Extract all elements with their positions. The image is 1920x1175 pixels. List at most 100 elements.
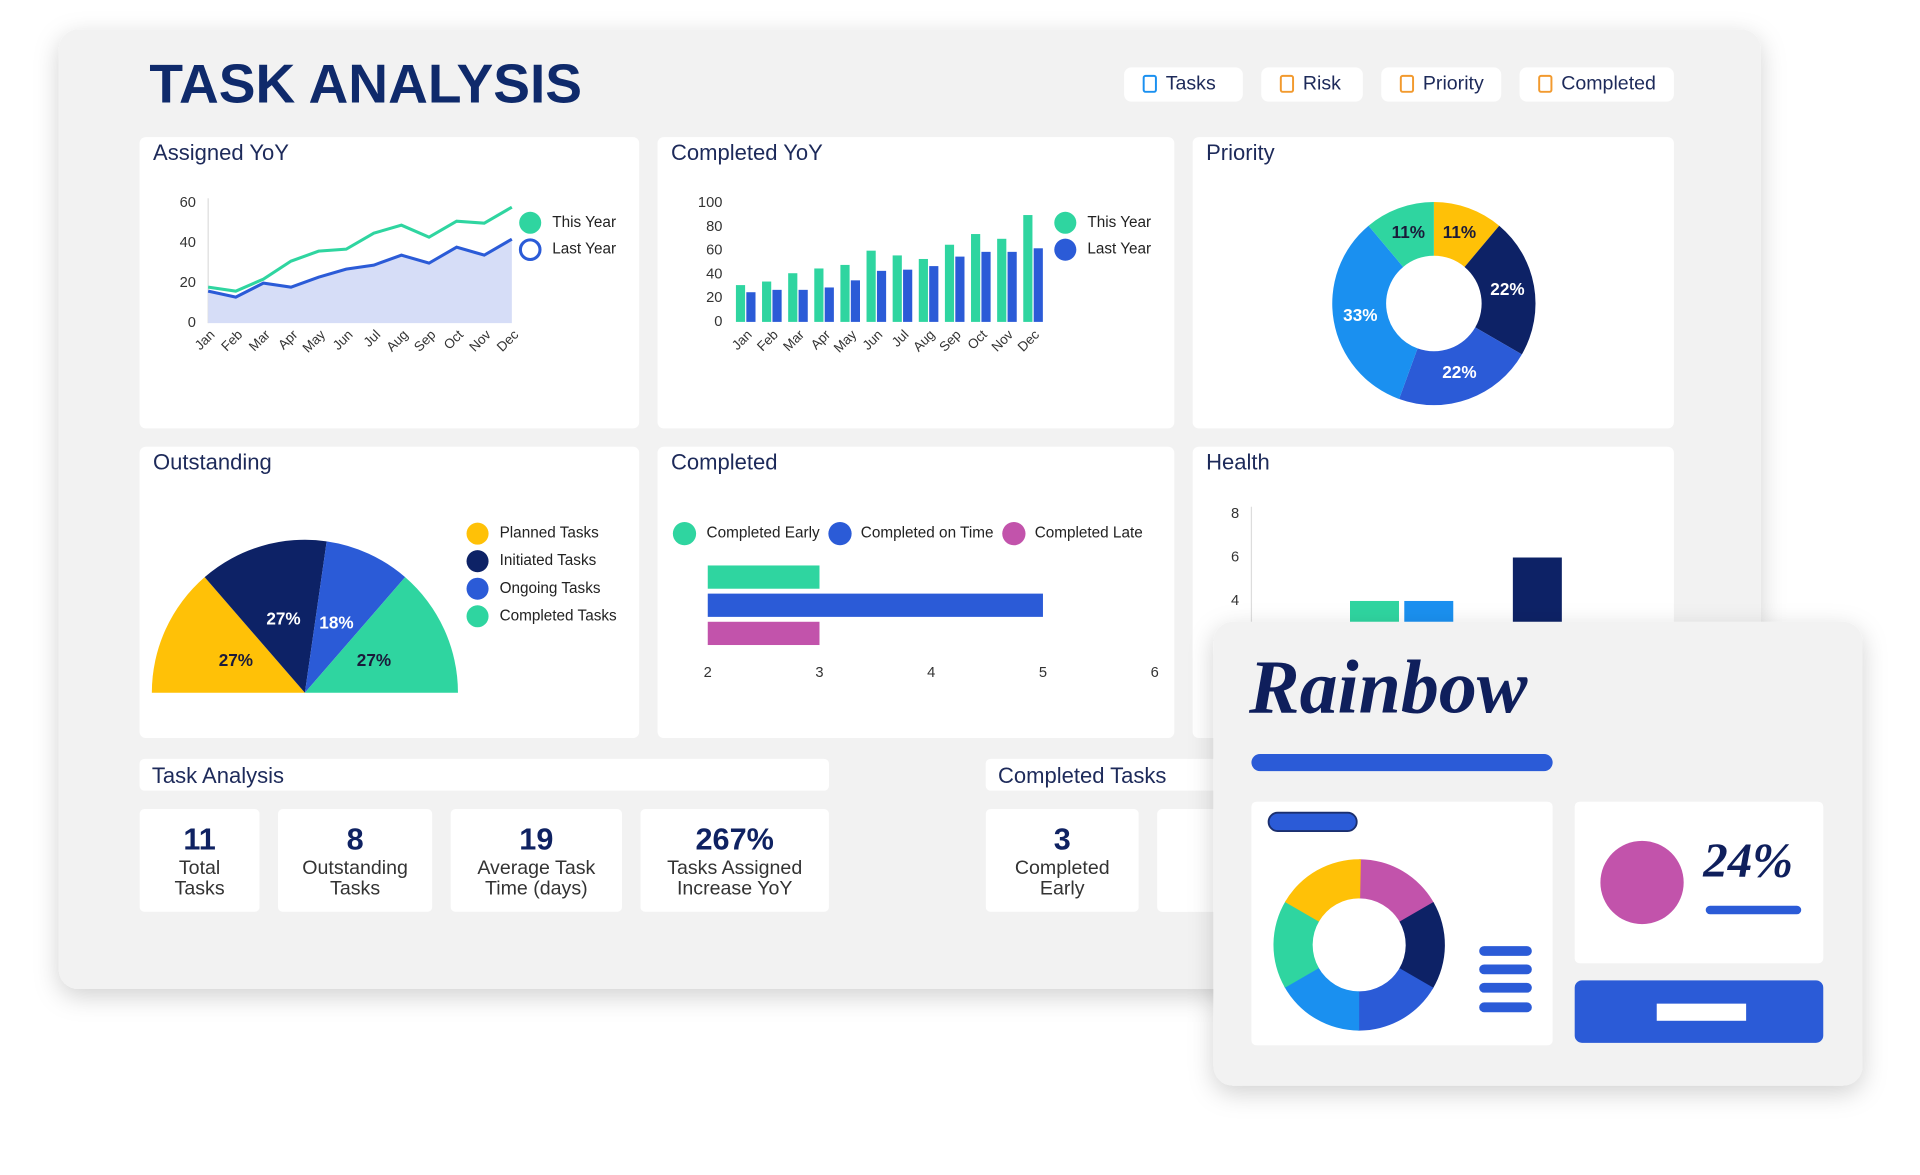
legend-label: Completed Tasks — [500, 607, 617, 624]
button-icon — [1142, 74, 1157, 93]
donut-slice — [1332, 225, 1418, 400]
y-tick-label: 80 — [706, 219, 722, 235]
y-tick-label: 0 — [714, 314, 722, 330]
kpi-card: 19 Average Task Time (days) — [450, 809, 623, 912]
line — [207, 205, 513, 293]
section-header — [985, 758, 1268, 791]
legend-marker — [1054, 238, 1077, 261]
overlay-donut-segment — [1273, 900, 1320, 988]
donut-slice — [1433, 201, 1500, 267]
kpi-value: 3 — [1053, 822, 1071, 857]
bar — [814, 268, 824, 322]
legend-marker — [828, 522, 852, 546]
slice-label: 22% — [1442, 362, 1476, 382]
bar — [1007, 251, 1017, 322]
overlay-line — [1479, 964, 1532, 975]
legend-label: Planned Tasks — [500, 525, 600, 542]
kpi-card-frame: 267%Tasks Assigned Increase YoY — [640, 809, 829, 912]
y-tick-label: 20 — [180, 275, 196, 291]
page-title: TASK ANALYSIS — [149, 53, 582, 115]
kpi-label: Average Task Time (days) — [477, 857, 596, 900]
slice-label: 22% — [1490, 279, 1524, 299]
bar — [918, 258, 928, 322]
bar — [798, 289, 808, 322]
y-tick-label: 60 — [180, 195, 196, 211]
overlay-stat: 24% — [1702, 833, 1793, 888]
kpi-value: 11 — [183, 822, 216, 857]
overlay-donut-segment — [1357, 968, 1434, 1031]
bar — [707, 565, 820, 589]
donut-slice — [1399, 327, 1522, 406]
kpi-value: 19 — [519, 822, 554, 857]
legend-label: This Year — [552, 214, 616, 231]
x-tick-label: 3 — [815, 665, 823, 681]
legend-label: Initiated Tasks — [500, 552, 597, 569]
legend-label: Completed Late — [1035, 525, 1143, 542]
nav-button[interactable] — [1519, 67, 1674, 102]
slice-label: 18% — [319, 612, 353, 632]
overlay-donut-segment — [1359, 859, 1435, 923]
button-label: Completed — [1561, 73, 1656, 95]
bar — [892, 255, 902, 322]
overlay-donut-segment — [1284, 967, 1360, 1031]
overlay-pill — [1267, 811, 1358, 832]
legend-marker — [466, 550, 489, 573]
overlay-logo: Rainbow — [1248, 646, 1528, 730]
x-tick-label: 2 — [704, 665, 712, 681]
legend-label: Last Year — [552, 241, 616, 258]
y-tick-label: 6 — [1231, 549, 1239, 565]
chart-title: Completed YoY — [671, 140, 823, 165]
chart-title: Health — [1206, 450, 1270, 475]
bar — [746, 292, 756, 322]
kpi-card: 8 Outstanding Tasks — [277, 809, 433, 912]
overlay-donut-segment — [1284, 859, 1361, 922]
bar — [772, 289, 782, 322]
slice-label: 11% — [1392, 222, 1425, 242]
bar — [903, 269, 913, 322]
kpi-value: 8 — [346, 822, 364, 857]
legend-label: Completed on Time — [861, 525, 994, 542]
legend-marker — [466, 577, 489, 600]
legend-marker — [672, 522, 697, 546]
section-header — [139, 758, 829, 791]
bar — [735, 285, 746, 322]
legend-marker — [466, 522, 489, 545]
y-tick-label: 0 — [188, 315, 196, 331]
kpi-card: 267% Tasks Assigned Increase YoY — [640, 809, 829, 912]
kpi-label: Completed Early — [1014, 857, 1110, 900]
y-tick-label: 60 — [706, 243, 722, 259]
x-tick-label: 6 — [1151, 665, 1159, 681]
button-icon — [1538, 74, 1553, 93]
button-icon — [1399, 74, 1415, 93]
legend-marker — [466, 605, 489, 628]
bar — [944, 244, 955, 322]
kpi-value: 267% — [695, 822, 774, 857]
overlay-button-bar — [1656, 1003, 1747, 1021]
legend-label: Completed Early — [707, 525, 820, 542]
bar — [707, 593, 1043, 617]
card — [657, 137, 1175, 429]
legend-marker — [519, 211, 542, 234]
section-title: Task Analysis — [152, 763, 284, 788]
bar — [840, 264, 850, 322]
legend-marker — [1002, 522, 1026, 546]
y-tick-label: 40 — [706, 266, 722, 282]
bar — [1023, 215, 1033, 322]
y-tick-label: 20 — [706, 290, 722, 306]
slice-label: 33% — [1343, 305, 1377, 325]
legend-marker — [1054, 211, 1077, 234]
pie-slice — [204, 539, 327, 693]
bar — [824, 287, 834, 322]
legend-marker — [518, 238, 542, 262]
donut-slice — [1464, 225, 1536, 355]
y-tick-label: 4 — [1231, 593, 1239, 609]
bar — [850, 280, 860, 322]
button-label: Priority — [1423, 73, 1484, 95]
kpi-label: Tasks Assigned Increase YoY — [667, 857, 803, 900]
card — [657, 446, 1175, 739]
